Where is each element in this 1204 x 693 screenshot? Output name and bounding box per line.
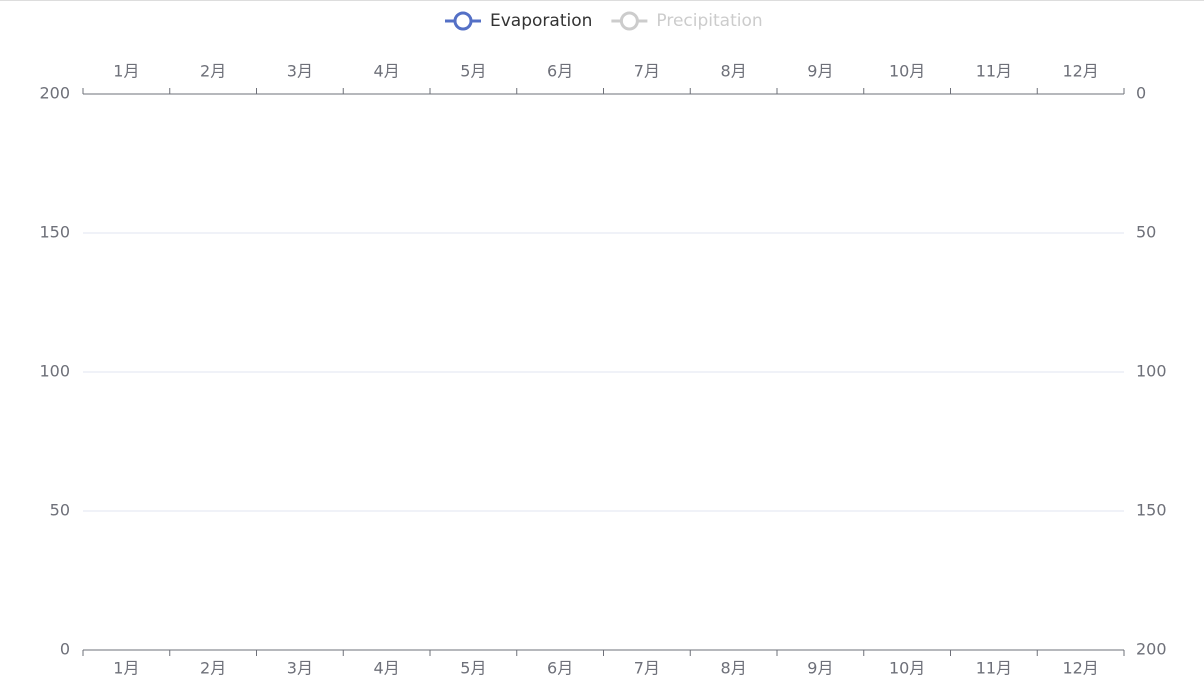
legend-icon-circle[interactable] bbox=[619, 11, 639, 31]
y2-tick-label: 150 bbox=[1136, 501, 1167, 520]
x-tick-label-bottom: 12月 bbox=[1062, 659, 1098, 678]
legend-icon-circle[interactable] bbox=[453, 11, 473, 31]
x-tick-label-top: 5月 bbox=[460, 62, 486, 81]
y-tick-label: 100 bbox=[39, 362, 70, 381]
x-tick-label-top: 11月 bbox=[976, 62, 1012, 81]
x-tick-label-bottom: 3月 bbox=[287, 659, 313, 678]
x-tick-label-bottom: 9月 bbox=[807, 659, 833, 678]
x-tick-label-bottom: 1月 bbox=[113, 659, 139, 678]
legend-label[interactable]: Precipitation bbox=[656, 11, 762, 31]
y2-tick-label: 50 bbox=[1136, 223, 1156, 242]
x-tick-label-bottom: 5月 bbox=[460, 659, 486, 678]
y2-tick-label: 0 bbox=[1136, 84, 1146, 103]
x-tick-label-bottom: 2月 bbox=[200, 659, 226, 678]
y2-tick-label: 200 bbox=[1136, 640, 1167, 659]
y-tick-label: 150 bbox=[39, 223, 70, 242]
x-tick-label-top: 2月 bbox=[200, 62, 226, 81]
x-tick-label-bottom: 10月 bbox=[889, 659, 925, 678]
x-tick-label-top: 9月 bbox=[807, 62, 833, 81]
x-tick-label-top: 3月 bbox=[287, 62, 313, 81]
y-tick-label: 50 bbox=[50, 501, 70, 520]
x-tick-label-top: 8月 bbox=[721, 62, 747, 81]
y-tick-label: 200 bbox=[39, 84, 70, 103]
x-tick-label-bottom: 4月 bbox=[374, 659, 400, 678]
x-tick-label-top: 1月 bbox=[113, 62, 139, 81]
x-tick-label-top: 10月 bbox=[889, 62, 925, 81]
y-tick-label: 0 bbox=[60, 640, 70, 659]
x-tick-label-top: 12月 bbox=[1062, 62, 1098, 81]
x-tick-label-top: 4月 bbox=[374, 62, 400, 81]
x-tick-label-top: 7月 bbox=[634, 62, 660, 81]
x-tick-label-top: 6月 bbox=[547, 62, 573, 81]
legend-label[interactable]: Evaporation bbox=[490, 11, 592, 31]
x-tick-label-bottom: 6月 bbox=[547, 659, 573, 678]
y2-tick-label: 100 bbox=[1136, 362, 1167, 381]
x-tick-label-bottom: 11月 bbox=[976, 659, 1012, 678]
x-tick-label-bottom: 8月 bbox=[721, 659, 747, 678]
x-tick-label-bottom: 7月 bbox=[634, 659, 660, 678]
